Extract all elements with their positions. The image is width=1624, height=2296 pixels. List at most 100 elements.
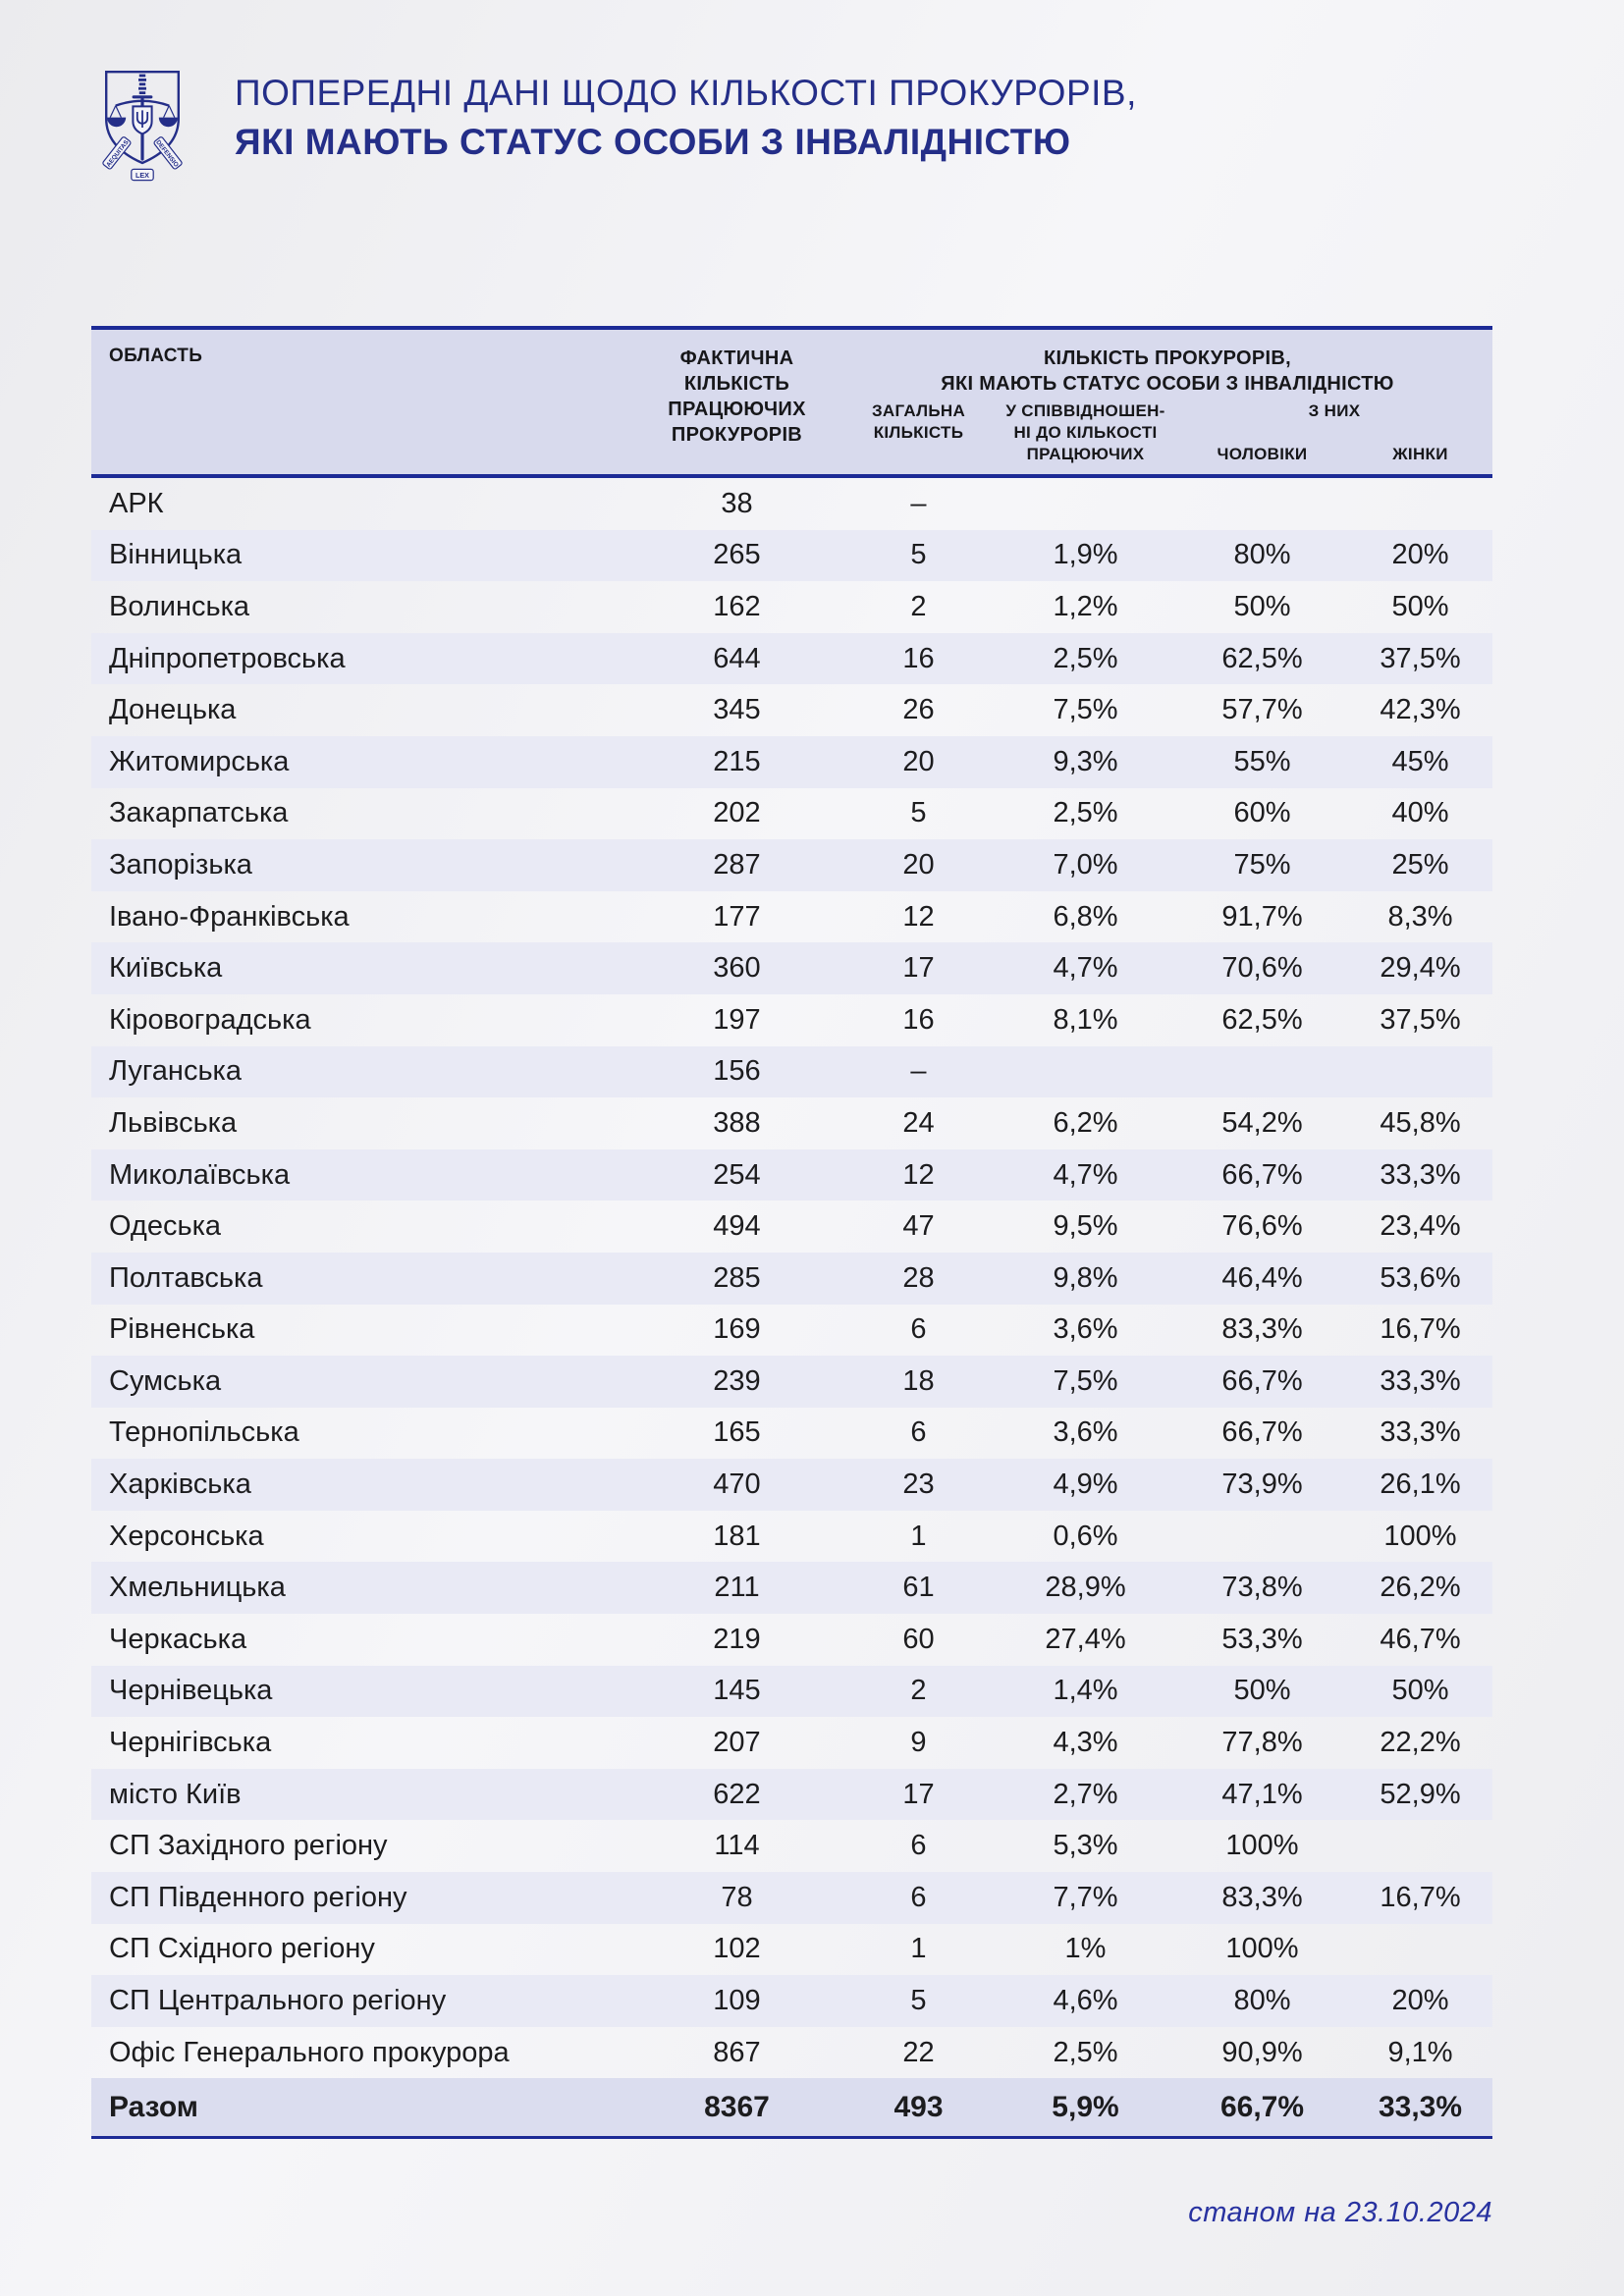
actual-count-cell: 388 [713,1106,761,1139]
disability-total-cell: 493 [893,2090,944,2123]
ratio-percent-cell: 3,6% [1053,1313,1118,1346]
region-name-cell: СП Центрального регіону [109,1985,447,2017]
disability-total-cell: 17 [902,952,935,985]
ratio-percent-cell: 7,5% [1053,1364,1118,1397]
page-title-line1: ПОПЕРЕДНІ ДАНІ ЩОДО КІЛЬКОСТІ ПРОКУРОРІВ… [235,73,1137,113]
ratio-percent-cell: 7,7% [1053,1881,1118,1913]
disability-total-cell: 12 [902,900,935,933]
women-percent-cell: 16,7% [1380,1881,1461,1913]
page-title: ПОПЕРЕДНІ ДАНІ ЩОДО КІЛЬКОСТІ ПРОКУРОРІВ… [235,63,1137,167]
table-row: Черкаська 219 60 27,4% 53,3% 46,7% [91,1614,1492,1666]
women-percent-cell: 22,2% [1380,1727,1461,1759]
table-row: Офіс Генерального прокурора 867 22 2,5% … [91,2027,1492,2079]
ratio-percent-cell: 9,8% [1053,1261,1118,1294]
disability-total-cell: 61 [902,1572,935,1604]
actual-count-cell: 169 [713,1313,761,1346]
men-percent-cell: 50% [1233,590,1291,622]
disability-total-cell: 5 [910,1985,927,2017]
table-row: Одеська 494 47 9,5% 76,6% 23,4% [91,1201,1492,1253]
region-name-cell: Сумська [109,1364,222,1397]
region-name-cell: АРК [109,487,164,519]
ratio-percent-cell: 2,5% [1053,642,1118,674]
men-percent-cell: 57,7% [1221,694,1303,726]
ratio-percent-cell: 4,7% [1053,1158,1118,1191]
table-row: Луганська 156 – [91,1045,1492,1098]
ratio-percent-cell: 4,3% [1053,1727,1118,1759]
column-header-ratio: У СПІВВІДНОШЕН- НІ ДО КІЛЬКОСТІ ПРАЦЮЮЧИ… [1005,401,1165,463]
region-name-cell: СП Південного регіону [109,1881,407,1913]
women-percent-cell: 20% [1391,1985,1449,2017]
women-percent-cell: 26,2% [1380,1572,1461,1604]
table-row: Рівненська 169 6 3,6% 83,3% 16,7% [91,1305,1492,1357]
men-percent-cell: 60% [1233,797,1291,829]
region-name-cell: Волинська [109,590,250,622]
disability-total-cell: 2 [910,1675,927,1707]
women-percent-cell: 33,3% [1378,2090,1463,2123]
actual-count-cell: 285 [713,1261,761,1294]
women-percent-cell: 29,4% [1380,952,1461,985]
table-header: ОБЛАСТЬ ФАКТИЧНА КІЛЬКІСТЬ ПРАЦЮЮЧИХ ПРО… [91,326,1492,478]
column-header-of-them: З НИХ [1308,401,1361,420]
disability-total-cell: 1 [910,1933,927,1965]
disability-total-cell: 23 [902,1468,935,1501]
ratio-percent-cell: 3,6% [1053,1416,1118,1449]
table-row: СП Південного регіону 78 6 7,7% 83,3% 16… [91,1872,1492,1924]
men-percent-cell: 66,7% [1221,1364,1303,1397]
table-row: Кіровоградська 197 16 8,1% 62,5% 37,5% [91,994,1492,1046]
table-row: Чернігівська 207 9 4,3% 77,8% 22,2% [91,1717,1492,1769]
disability-total-cell: 20 [902,745,935,777]
actual-count-cell: 202 [713,797,761,829]
actual-count-cell: 181 [713,1520,761,1552]
disability-total-cell: 12 [902,1158,935,1191]
women-percent-cell: 16,7% [1380,1313,1461,1346]
ratio-percent-cell: 1% [1064,1933,1107,1965]
region-name-cell: Кіровоградська [109,1003,311,1036]
table-row: місто Київ 622 17 2,7% 47,1% 52,9% [91,1768,1492,1821]
ratio-percent-cell: 6,2% [1053,1106,1118,1139]
table-row: Львівська 388 24 6,2% 54,2% 45,8% [91,1097,1492,1149]
region-name-cell: Чернігівська [109,1727,272,1759]
men-percent-cell: 75% [1233,848,1291,881]
women-percent-cell: 9,1% [1387,2036,1453,2068]
disability-total-cell: 6 [910,1313,927,1346]
disability-total-cell: 16 [902,642,935,674]
ratio-percent-cell: 4,7% [1053,952,1118,985]
ratio-percent-cell: 2,7% [1053,1778,1118,1810]
men-percent-cell: 70,6% [1221,952,1303,985]
disability-total-cell: 5 [910,797,927,829]
region-name-cell: Запорізька [109,848,252,881]
region-name-cell: Тернопільська [109,1416,299,1449]
region-name-cell: Черкаська [109,1623,247,1655]
motto-center-text: LEX [135,171,149,180]
ratio-percent-cell: 4,6% [1053,1985,1118,2017]
actual-count-cell: 239 [713,1364,761,1397]
ratio-percent-cell: 2,5% [1053,2036,1118,2068]
table-row: Херсонська 181 1 0,6% 100% [91,1511,1492,1563]
column-header-total: ЗАГАЛЬНА КІЛЬКІСТЬ [871,401,966,442]
disability-total-cell: 22 [902,2036,935,2068]
column-header-actual-count: ФАКТИЧНА КІЛЬКІСТЬ ПРАЦЮЮЧИХ ПРОКУРОРІВ [668,347,806,446]
actual-count-cell: 470 [713,1468,761,1501]
disability-total-cell: 28 [902,1261,935,1294]
disability-total-cell: 6 [910,1881,927,1913]
women-percent-cell: 53,6% [1380,1261,1461,1294]
men-percent-cell: 53,3% [1221,1623,1303,1655]
region-name-cell: СП Західного регіону [109,1830,388,1862]
table-row: Київська 360 17 4,7% 70,6% 29,4% [91,942,1492,994]
women-percent-cell: 33,3% [1380,1364,1461,1397]
region-name-cell: Разом [109,2090,198,2123]
actual-count-cell: 109 [713,1985,761,2017]
disability-total-cell: – [910,1055,927,1088]
ratio-percent-cell: 7,5% [1053,694,1118,726]
actual-count-cell: 215 [713,745,761,777]
men-percent-cell: 47,1% [1221,1778,1303,1810]
ratio-percent-cell: 27,4% [1045,1623,1126,1655]
women-percent-cell: 50% [1391,1675,1449,1707]
men-percent-cell: 62,5% [1221,642,1303,674]
actual-count-cell: 219 [713,1623,761,1655]
men-percent-cell: 80% [1233,1985,1291,2017]
region-name-cell: Донецька [109,694,237,726]
women-percent-cell: 42,3% [1380,694,1461,726]
women-percent-cell: 37,5% [1380,1003,1461,1036]
table-row: Чернівецька 145 2 1,4% 50% 50% [91,1665,1492,1718]
